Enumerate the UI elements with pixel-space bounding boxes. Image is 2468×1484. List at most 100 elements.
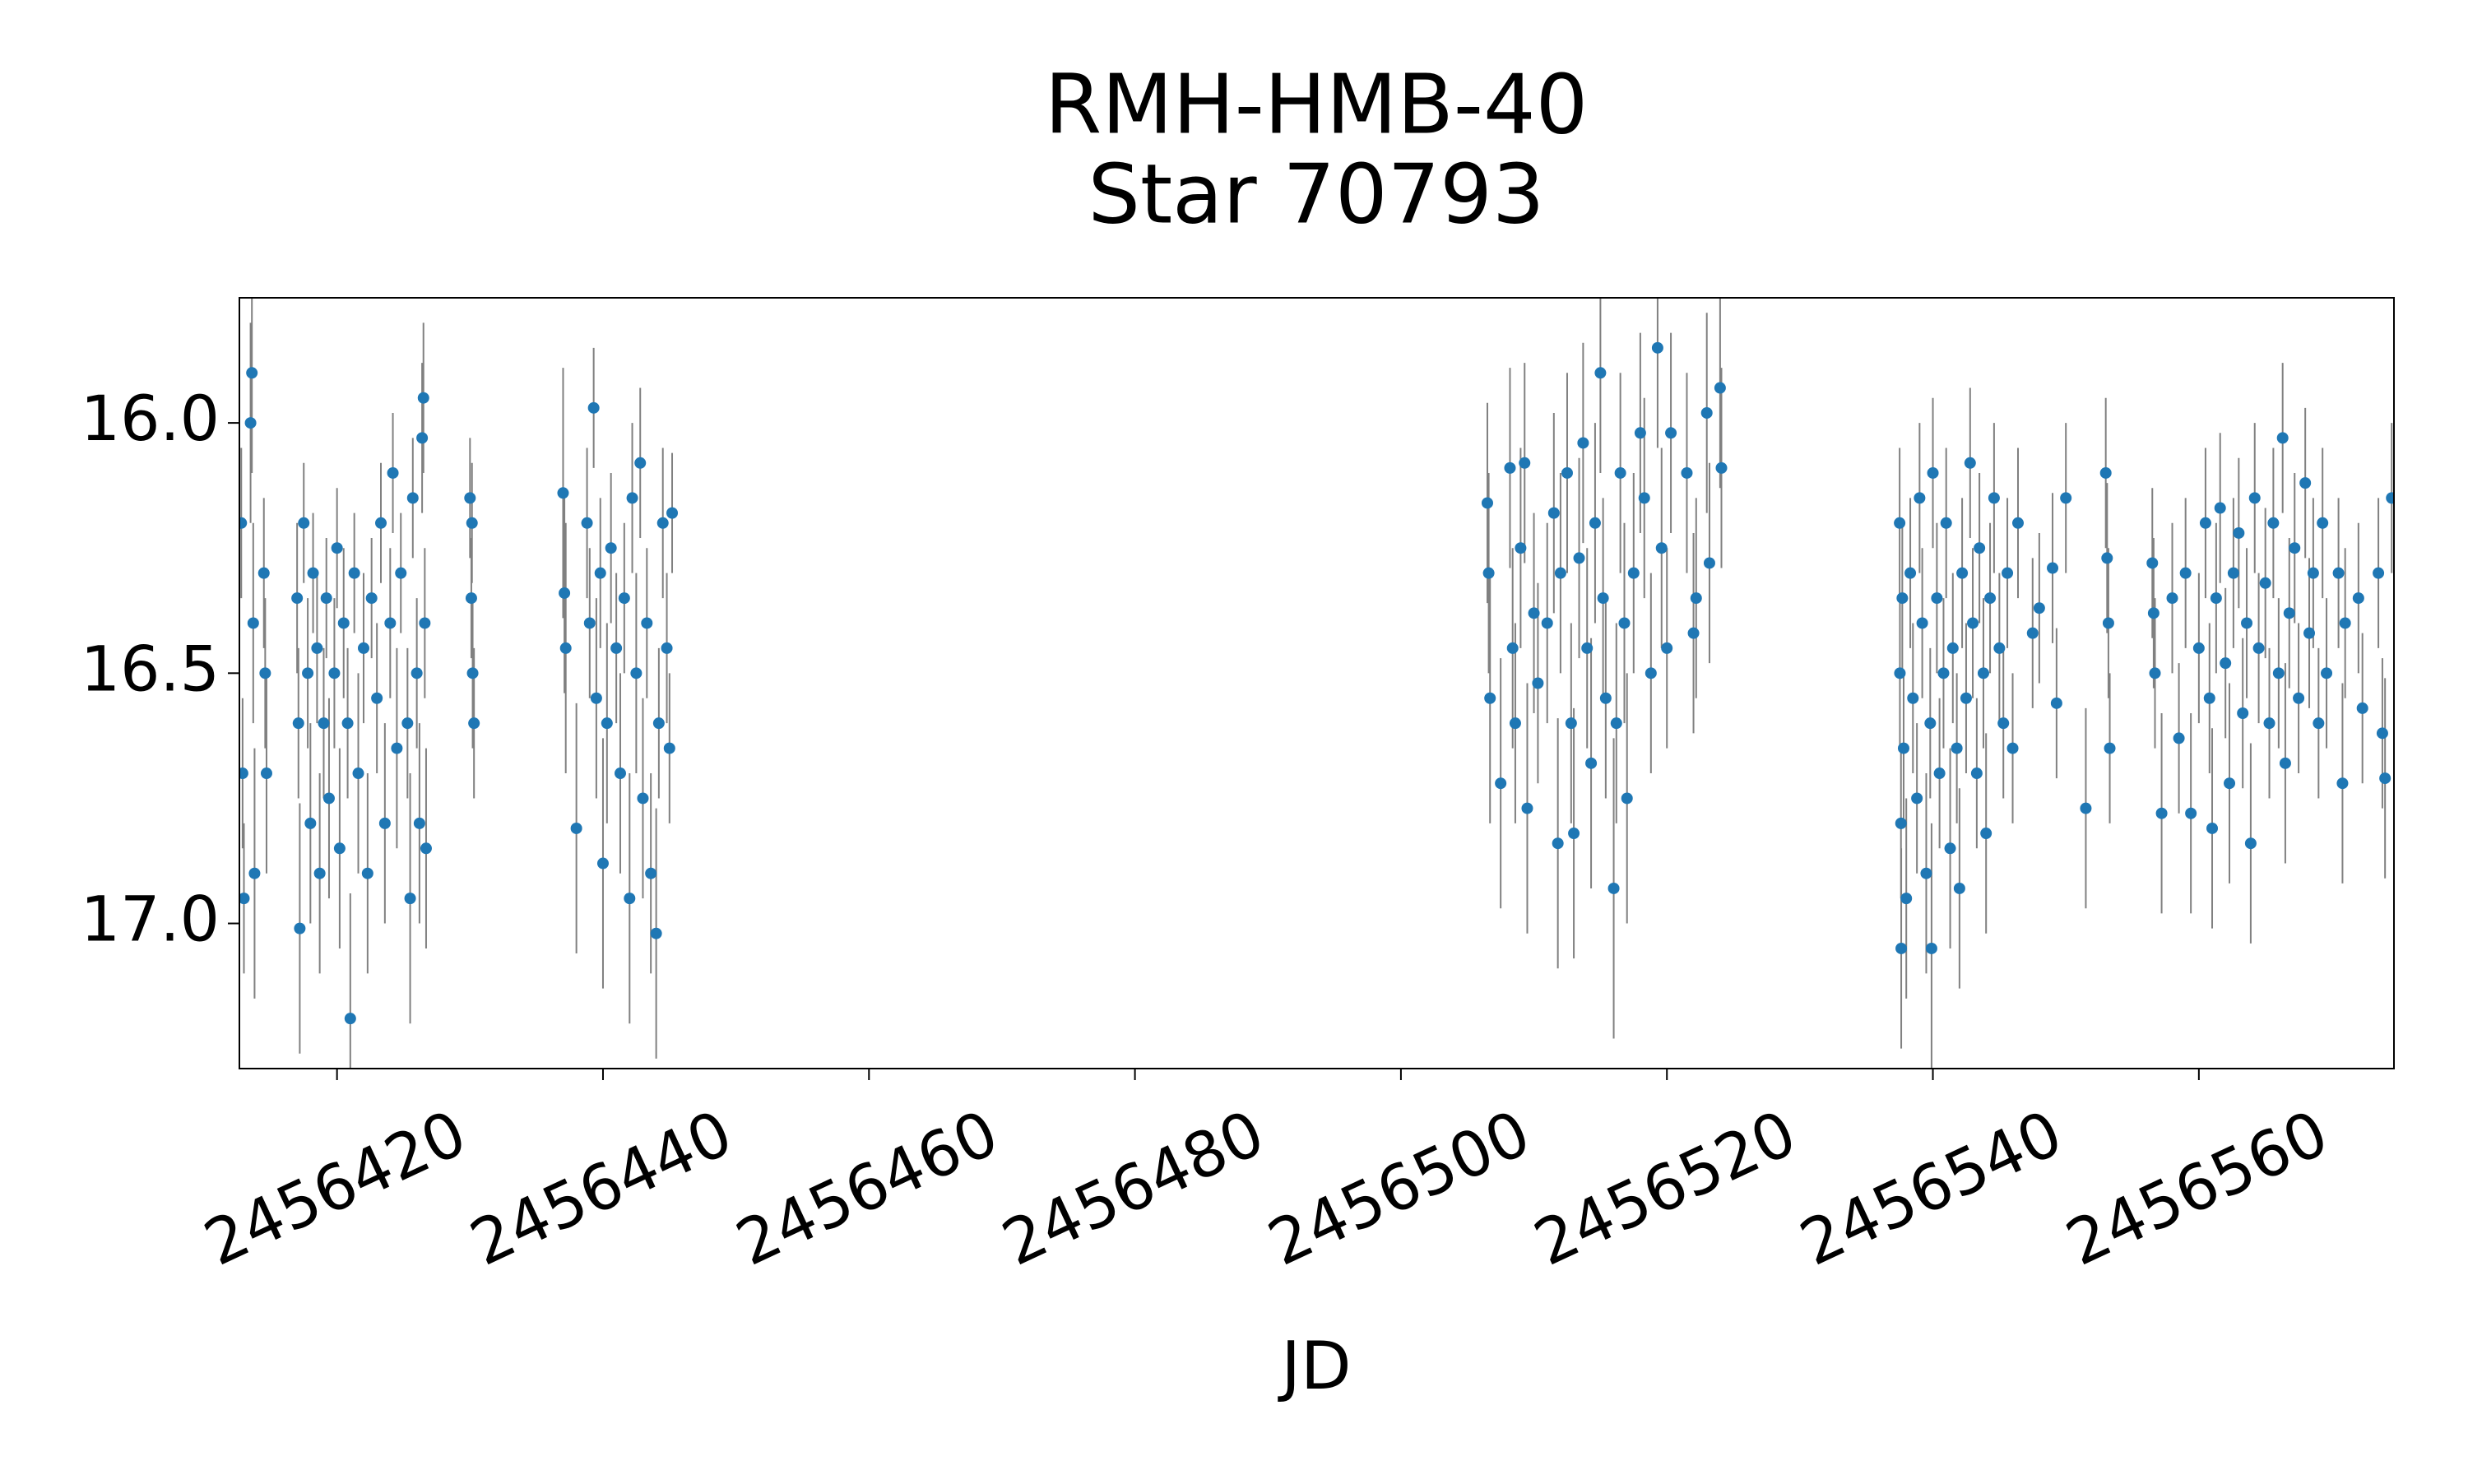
data-point bbox=[2203, 692, 2215, 704]
data-point bbox=[248, 867, 261, 879]
data-point bbox=[559, 587, 571, 599]
data-point bbox=[1506, 642, 1519, 654]
data-point bbox=[637, 792, 649, 805]
y-tick-label: 16.0 bbox=[81, 382, 220, 455]
data-point bbox=[1509, 717, 1521, 730]
data-point bbox=[1977, 667, 1989, 679]
data-point bbox=[1565, 717, 1577, 730]
data-point bbox=[413, 817, 425, 829]
x-tick-label: 2456480 bbox=[991, 1096, 1274, 1280]
plot-area bbox=[239, 298, 2394, 1069]
data-point bbox=[2199, 517, 2211, 529]
data-point bbox=[298, 517, 310, 529]
data-point bbox=[1937, 667, 1950, 679]
data-point bbox=[294, 922, 306, 934]
data-point bbox=[378, 817, 391, 829]
data-point bbox=[1687, 627, 1700, 639]
data-point bbox=[1925, 942, 1937, 954]
data-point bbox=[2279, 757, 2291, 769]
data-point bbox=[384, 617, 397, 629]
data-point bbox=[387, 466, 399, 479]
data-point bbox=[2352, 592, 2364, 605]
data-point bbox=[2386, 492, 2394, 504]
data-point bbox=[1504, 461, 1516, 474]
data-point bbox=[1547, 507, 1560, 519]
data-point bbox=[2026, 627, 2039, 639]
data-point bbox=[610, 642, 623, 654]
data-point bbox=[1552, 837, 1564, 850]
data-point bbox=[313, 867, 326, 879]
data-point bbox=[2104, 742, 2116, 754]
data-point bbox=[2006, 742, 2019, 754]
data-point bbox=[1944, 842, 1956, 855]
data-point bbox=[2033, 602, 2045, 614]
data-point bbox=[2214, 502, 2226, 514]
data-point bbox=[371, 692, 383, 704]
data-point bbox=[1645, 667, 1657, 679]
data-point bbox=[246, 367, 258, 379]
data-point bbox=[1997, 717, 2010, 730]
data-point bbox=[1495, 777, 1507, 790]
x-axis-label: JD bbox=[1277, 1328, 1351, 1404]
data-point bbox=[1897, 742, 1909, 754]
data-point bbox=[1554, 567, 1566, 579]
data-point bbox=[1581, 642, 1594, 654]
data-point bbox=[1960, 692, 1972, 704]
data-point bbox=[1894, 667, 1906, 679]
data-point bbox=[1573, 552, 1585, 564]
data-point bbox=[2002, 567, 2014, 579]
data-point bbox=[2147, 607, 2160, 619]
data-point bbox=[1585, 757, 1598, 769]
data-point bbox=[1900, 893, 1913, 905]
data-point bbox=[331, 542, 343, 554]
data-point bbox=[1956, 567, 1969, 579]
x-tick-label: 2456560 bbox=[2055, 1096, 2338, 1280]
data-point bbox=[2237, 707, 2249, 720]
data-point bbox=[1946, 642, 1959, 654]
data-point bbox=[1561, 466, 1573, 479]
data-point bbox=[581, 517, 593, 529]
data-point bbox=[1993, 642, 2006, 654]
data-point bbox=[465, 592, 477, 605]
data-point bbox=[2227, 567, 2239, 579]
data-point bbox=[417, 392, 429, 404]
data-point bbox=[1895, 942, 1908, 954]
data-point bbox=[1484, 692, 1496, 704]
data-point bbox=[641, 617, 653, 629]
data-point bbox=[322, 792, 335, 805]
data-point bbox=[1655, 542, 1668, 554]
data-point bbox=[2206, 822, 2219, 834]
data-point bbox=[661, 642, 673, 654]
data-point bbox=[2155, 807, 2168, 819]
data-point bbox=[587, 401, 600, 414]
data-point bbox=[652, 717, 665, 730]
x-tick-label: 2456460 bbox=[726, 1096, 1009, 1280]
data-point bbox=[404, 893, 416, 905]
data-point bbox=[2272, 667, 2285, 679]
data-point bbox=[2332, 567, 2345, 579]
data-point bbox=[365, 592, 378, 605]
data-point bbox=[2011, 517, 2024, 529]
data-point bbox=[1528, 607, 1540, 619]
data-point bbox=[1714, 382, 1726, 394]
data-point bbox=[1665, 427, 1677, 439]
data-point bbox=[419, 617, 431, 629]
data-point bbox=[2050, 697, 2062, 709]
data-point bbox=[307, 567, 319, 579]
data-point bbox=[2166, 592, 2178, 605]
data-point bbox=[1964, 457, 1976, 469]
data-point bbox=[337, 617, 350, 629]
data-point bbox=[357, 642, 369, 654]
data-point bbox=[1953, 882, 1965, 894]
data-point bbox=[557, 487, 569, 499]
data-point bbox=[1895, 817, 1907, 829]
data-point bbox=[1621, 792, 1633, 805]
data-point bbox=[247, 617, 259, 629]
x-tick-label: 2456540 bbox=[1789, 1096, 2072, 1280]
data-point bbox=[302, 667, 314, 679]
data-point bbox=[2179, 567, 2192, 579]
data-point bbox=[1894, 517, 1906, 529]
data-point bbox=[2339, 617, 2351, 629]
data-point bbox=[2293, 692, 2305, 704]
